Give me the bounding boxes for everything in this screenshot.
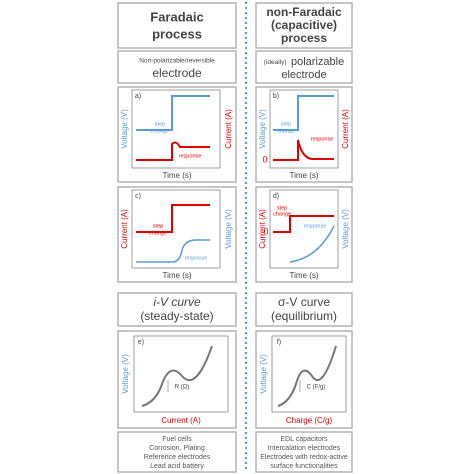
annotation: response	[304, 223, 327, 229]
header-line: (capacitive)	[271, 18, 337, 32]
axis-label: Time (s)	[162, 271, 191, 280]
voltage-line	[289, 225, 335, 263]
title-box	[117, 292, 237, 327]
annotation: change	[273, 211, 291, 217]
plot-frame	[269, 189, 339, 269]
application: EDL capacitors	[280, 436, 328, 443]
plot-frame	[131, 189, 221, 269]
axis-label: Time (s)	[289, 171, 318, 180]
annotation: C (F/g)	[307, 385, 326, 391]
header-line: process	[152, 26, 202, 41]
axis-label: Voltage (V)	[224, 209, 233, 249]
panel-label: d)	[273, 193, 279, 200]
zero-label: 0	[262, 154, 267, 164]
current-line	[273, 215, 334, 233]
panel-label: b)	[273, 93, 279, 100]
axis-label: Voltage (V)	[120, 109, 129, 149]
annotation: change	[149, 230, 167, 236]
current-line	[273, 139, 334, 161]
header-line: non-Faradaic	[266, 5, 342, 19]
electrode-name: electrode	[152, 66, 202, 80]
annotation: response	[185, 255, 208, 261]
curve-title: σ-V curve	[278, 295, 330, 309]
applications-box	[255, 431, 353, 473]
axis-label: Current (A)	[120, 209, 129, 249]
voltage-line	[136, 95, 210, 131]
electrode-note: Non-polarizable/reversible	[139, 58, 215, 65]
annotation: step	[281, 121, 291, 127]
application: Lead acid battery	[150, 463, 204, 470]
axis-label: Time (s)	[162, 171, 191, 180]
current-line	[136, 141, 210, 161]
application: Electrodes with redox-active	[260, 454, 348, 461]
iv-curve	[141, 345, 213, 407]
annotation: response	[311, 136, 334, 142]
axis-label: Voltage (V)	[341, 209, 350, 249]
panel-label: c)	[135, 193, 141, 200]
axis-label: Voltage (V)	[259, 354, 268, 394]
annotation: R (Ω)	[175, 385, 189, 391]
application: Reference electrodes	[144, 454, 211, 461]
annotation: step	[153, 223, 163, 229]
application: Fuel cells	[162, 436, 192, 443]
panel-box	[117, 186, 237, 283]
panel-label: e)	[138, 339, 144, 346]
plot-frame	[133, 335, 229, 413]
electrode-box	[255, 50, 353, 84]
annotation: change	[151, 128, 169, 134]
application: surface functionalities	[270, 463, 338, 470]
application: Intercalation electrodes	[268, 445, 341, 452]
panel-label: f)	[277, 339, 281, 346]
axis-label: Current (A)	[258, 209, 267, 249]
curve-title: i-V curve	[153, 295, 201, 309]
panel-label: a)	[135, 93, 141, 100]
axis-label: Voltage (V)	[258, 109, 267, 149]
panel-box	[117, 330, 237, 429]
header-line: Faradaic	[150, 9, 203, 24]
curve-condition: (equilibrium)	[271, 309, 337, 323]
sigma-v-curve	[277, 345, 337, 407]
header-box	[255, 2, 353, 49]
voltage-line	[136, 239, 210, 263]
plot-frame	[271, 335, 347, 413]
axis-label: Voltage (V)	[121, 354, 130, 394]
electrode-line: (ideally) polarizable	[264, 53, 344, 70]
axis-label: Current (A)	[161, 416, 201, 425]
header-line: process	[281, 31, 327, 45]
electrode-note: (ideally)	[264, 59, 287, 66]
applications-box	[117, 431, 237, 473]
panel-box	[255, 330, 353, 429]
electrode-box	[117, 50, 237, 84]
electrode-name: polarizable	[291, 56, 344, 68]
axis-label: Current (A)	[341, 109, 350, 149]
annotation: step	[155, 121, 165, 127]
voltage-line	[273, 95, 334, 131]
annotation: change	[277, 128, 295, 134]
panel-box	[255, 186, 353, 283]
axis-label: Current (A)	[224, 109, 233, 149]
application: Corrosion, Plating	[149, 445, 205, 452]
electrode-name: electrode	[281, 69, 326, 81]
curve-condition: (steady-state)	[140, 309, 213, 323]
annotation: response	[179, 153, 202, 159]
zero-label: 0	[263, 226, 268, 236]
plot-frame	[269, 89, 339, 169]
axis-label: Time (s)	[289, 271, 318, 280]
panel-box	[255, 86, 353, 183]
plot-frame	[131, 89, 221, 169]
panel-box	[117, 86, 237, 183]
title-box	[255, 292, 353, 327]
annotation: step	[277, 205, 287, 211]
current-line	[136, 204, 210, 233]
axis-label: Charge (C/g)	[286, 416, 333, 425]
header-box	[117, 2, 237, 49]
